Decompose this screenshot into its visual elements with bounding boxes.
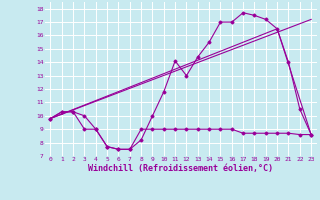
X-axis label: Windchill (Refroidissement éolien,°C): Windchill (Refroidissement éolien,°C) bbox=[88, 164, 273, 173]
